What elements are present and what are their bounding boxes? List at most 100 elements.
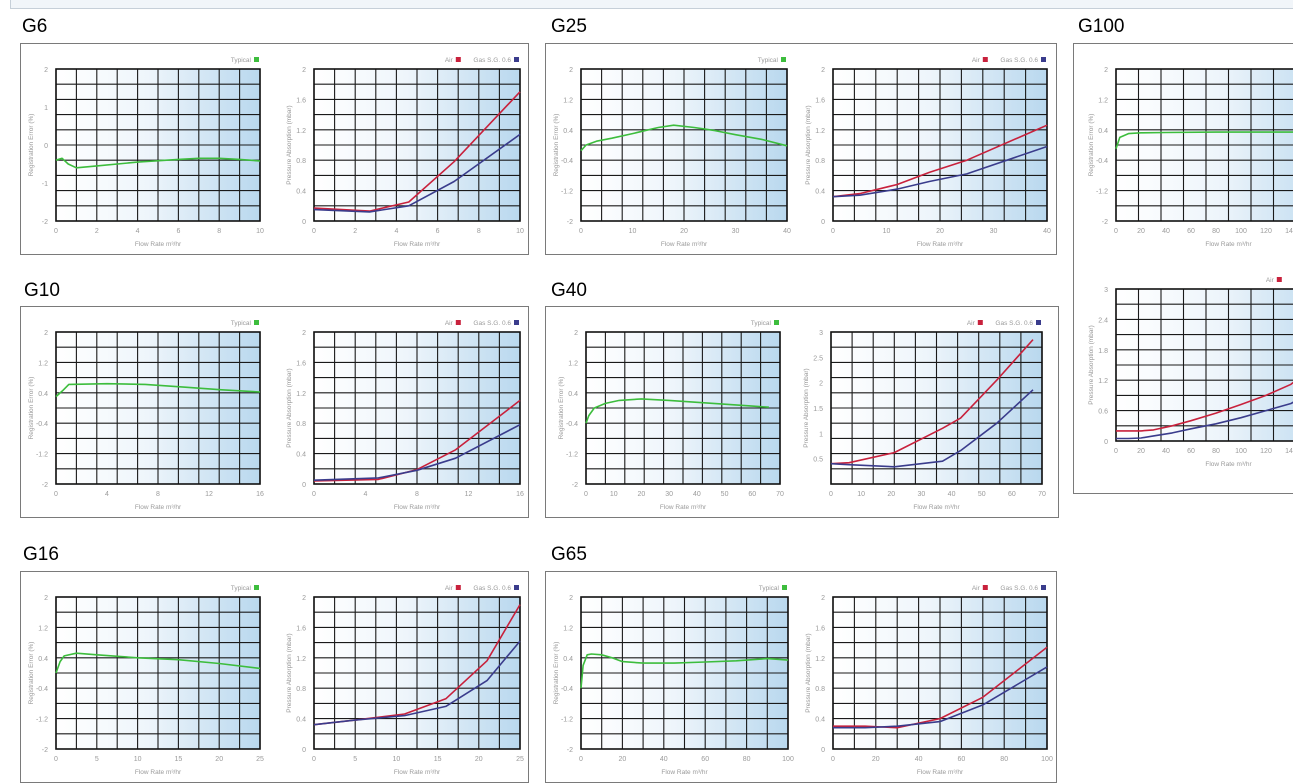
g40-error-ytick-label: 1.2 (568, 360, 578, 367)
g100-pressure-ytick-label: 1.8 (1098, 348, 1108, 355)
g65-pressure-ylabel: Pressure Absorption (mbar) (805, 633, 812, 712)
g40-error-legend-swatch-typical (774, 320, 779, 325)
g10-error-xtick-label: 4 (105, 491, 109, 498)
g40-error-xtick-label: 30 (665, 491, 673, 498)
g40-pressure-xtick-label: 10 (857, 491, 865, 498)
g40-pressure-ytick-label: 0.5 (813, 457, 823, 464)
g65-error-chart: 0 20 40 60 80 100 -2 -1.2 -0.4 0.4 1.2 2 Flow Rate m… (553, 585, 794, 776)
g25-pressure-ytick-label: 0.4 (815, 189, 825, 196)
g40-pressure-xtick-label: 0 (829, 491, 833, 498)
g40-error-legend-label-typical: Typical (751, 320, 772, 327)
g16-error-xtick-label: 10 (134, 756, 142, 763)
g16-error-ytick-label: -1.2 (36, 717, 48, 724)
g6-pressure-xtick-label: 10 (516, 228, 524, 235)
g16-pressure-legend-swatch-gas-s-g-0-6 (514, 585, 519, 590)
g65-error-xtick-label: 100 (782, 756, 794, 763)
g6-error-ytick-label: 1 (44, 105, 48, 112)
g25-error-series-typical (580, 124, 788, 152)
g25-error-xtick-label: 40 (783, 228, 791, 235)
g25-pressure-ytick-label: 1.2 (815, 128, 825, 135)
g6-error-ytick-label: 2 (44, 67, 48, 74)
g16-pressure-ytick-label: 1.6 (296, 625, 306, 632)
g10-error-ylabel: Registration Error (%) (28, 377, 35, 440)
g40-error-xtick-label: 20 (638, 491, 646, 498)
chart-panel-g10: 0 4 8 12 16 -2 -1.2 -0.4 0.4 1.2 2 Flow Rate m³/hr R… (20, 306, 529, 518)
g6-pressure-series-air (313, 91, 521, 212)
g25-error-ytick-label: -2 (567, 219, 573, 226)
g16-pressure-ytick-label: 1.2 (296, 656, 306, 663)
g100-pressure-xtick-label: 20 (1137, 448, 1145, 455)
g6-error-legend-swatch-typical (254, 57, 259, 62)
g10-error-series-typical (55, 382, 261, 398)
g65-error-ytick-label: -0.4 (561, 686, 573, 693)
g25-error-ytick-label: 1.2 (563, 97, 573, 104)
g100-pressure-legend-swatch-air (1276, 277, 1282, 282)
g100-pressure-ytick-label: 0.6 (1098, 409, 1108, 416)
g25-pressure-series-air (832, 124, 1048, 198)
g16-pressure-xlabel: Flow Rate m³/hr (394, 769, 441, 776)
g16-pressure-xtick-label: 20 (475, 756, 483, 763)
g16-error-ytick-label: 1.2 (38, 625, 48, 632)
g65-pressure-legend-swatch-air (982, 585, 988, 590)
chart-panel-g16: 0 5 10 15 20 25 -2 -1.2 -0.4 0.4 1.2 2 Flow Rate m³/… (20, 571, 529, 783)
g65-pressure-ytick-label: 1.2 (815, 656, 825, 663)
g100-pressure-xtick-label: 120 (1260, 448, 1272, 455)
g100-error-xtick-label: 60 (1187, 228, 1195, 235)
g16-error-ytick-label: -2 (42, 747, 48, 754)
g10-pressure-xtick-label: 8 (415, 491, 419, 498)
g10-error-ytick-label: 1.2 (38, 360, 48, 367)
g10-pressure-ytick-label: 1.6 (296, 360, 306, 367)
g40-error-xtick-label: 10 (610, 491, 618, 498)
panel-title-g100: G100 (1078, 16, 1125, 37)
g10-error-ytick-label: 2 (44, 330, 48, 337)
g100-pressure-frame (1115, 288, 1293, 442)
g65-pressure-xlabel: Flow Rate m³/hr (917, 769, 964, 776)
g25-error-legend-swatch-typical (781, 57, 786, 62)
g100-error-xtick-label: 140 (1285, 228, 1293, 235)
panel-title-g40: G40 (551, 280, 587, 301)
g25-error-xlabel: Flow Rate m³/hr (661, 241, 708, 248)
g16-pressure-ytick-label: 0 (302, 747, 306, 754)
g10-pressure-xtick-label: 0 (312, 491, 316, 498)
g40-pressure-xtick-label: 70 (1038, 491, 1046, 498)
g16-error-legend-swatch-typical (254, 585, 259, 590)
g6-pressure-ytick-label: 0 (302, 219, 306, 226)
panel-svg-g6: 0 2 4 6 8 10 -2 -1 0 1 2 Flow Rate m³/hr Registratio… (28, 57, 524, 248)
g65-pressure-xtick-label: 80 (1000, 756, 1008, 763)
g65-pressure-series-gas-s-g-0-6 (833, 666, 1048, 729)
g65-error-ylabel: Registration Error (%) (553, 642, 560, 705)
g25-pressure-legend-swatch-air (982, 57, 988, 62)
g65-pressure-ytick-label: 0.8 (815, 686, 825, 693)
g40-pressure-ytick-label: 3 (819, 330, 823, 337)
g25-error-chart: 0 10 20 30 40 -2 -1.2 -0.4 0.4 1.2 2 Flow Rate m³/h… (553, 57, 791, 248)
g10-pressure-legend-swatch-gas-s-g-0-6 (514, 320, 519, 325)
chart-panel-g100: 020406080100120140160-2-1.2-0.40.41.22Fl… (1073, 43, 1293, 494)
g6-pressure-legend-swatch-air (455, 57, 461, 62)
g25-pressure-xlabel: Flow Rate m³/hr (917, 241, 964, 248)
top-bar (10, 0, 1293, 9)
g6-pressure-chart: 0 2 4 6 8 10 0 0.4 0.8 1.2 1.6 2 Flow Rate m³/hr Pres… (286, 57, 524, 248)
panel-svg-g100: 020406080100120140160-2-1.2-0.40.41.22Fl… (1088, 67, 1293, 468)
g65-pressure-xtick-label: 100 (1041, 756, 1053, 763)
g100-error-frame (1115, 68, 1293, 222)
g16-pressure-ylabel: Pressure Absorption (mbar) (286, 633, 293, 712)
g40-pressure-series-gas-s-g-0-6 (830, 389, 1034, 468)
g40-error-ytick-label: 2 (574, 330, 578, 337)
g65-error-ytick-label: -2 (567, 747, 573, 754)
g6-pressure-xlabel: Flow Rate m³/hr (394, 241, 441, 248)
g40-pressure-series-air (830, 339, 1034, 465)
g6-pressure-xtick-label: 6 (436, 228, 440, 235)
g6-error-xlabel: Flow Rate m³/hr (135, 241, 182, 248)
g6-pressure-ytick-label: 0.4 (296, 189, 306, 196)
g16-pressure-ytick-label: 0.8 (296, 686, 306, 693)
g16-pressure-legend-label-gas-s-g-0-6: Gas S.G. 0.6 (473, 585, 511, 592)
g25-pressure-legend-label-gas-s-g-0-6: Gas S.G. 0.6 (1000, 57, 1038, 64)
g10-pressure-legend-label-air: Air (445, 320, 454, 327)
g100-pressure-legend-label-air: Air (1266, 277, 1275, 284)
g25-error-ytick-label: -1.2 (561, 189, 573, 196)
g10-pressure-ytick-label: 0.4 (296, 452, 306, 459)
g16-pressure-xtick-label: 25 (516, 756, 524, 763)
g100-error-xtick-label: 100 (1235, 228, 1247, 235)
g10-pressure-chart: 0 4 8 12 16 0 0.4 0.8 1.2 1.6 2 Flow Rate m³/hr Pres… (286, 320, 524, 511)
